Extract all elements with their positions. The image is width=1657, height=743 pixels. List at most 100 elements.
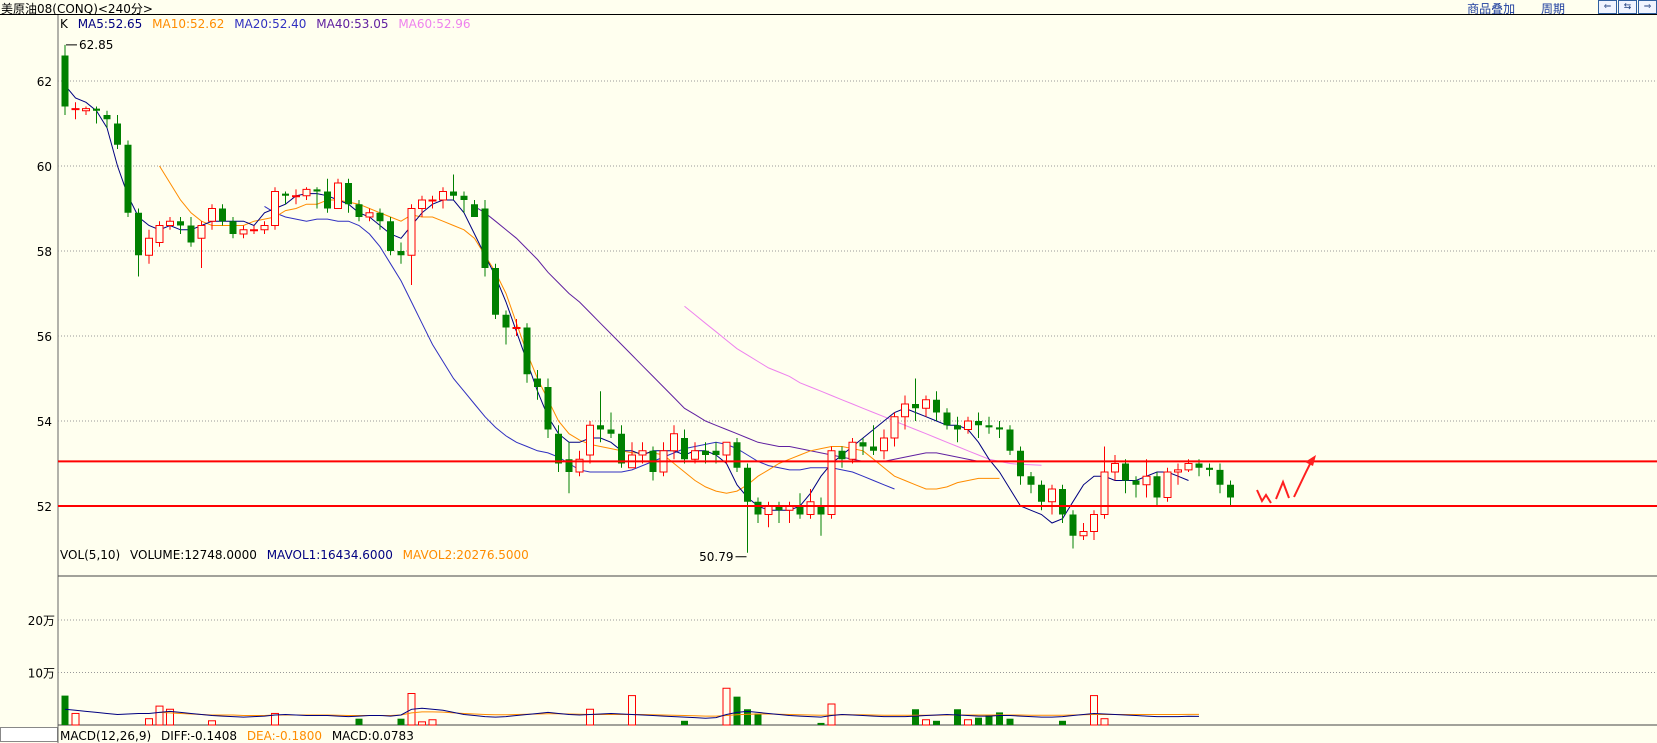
candle <box>523 323 531 383</box>
max-price-label: 62.85 <box>79 38 113 52</box>
candle <box>943 408 951 430</box>
candle-body <box>407 208 416 256</box>
candle-body <box>460 195 468 200</box>
candle <box>376 208 384 230</box>
macd-legend: MACD(12,26,9) DIFF:-0.1408 DEA:-0.1800 M… <box>60 729 420 743</box>
candle <box>208 204 216 230</box>
candle <box>775 501 783 523</box>
candle <box>975 412 982 438</box>
min-price-label: 50.79 <box>699 550 733 564</box>
volume-bar <box>61 695 69 725</box>
candle-body <box>439 191 447 201</box>
candle-body <box>975 421 982 426</box>
kline-label: K <box>60 17 68 31</box>
candle-body <box>166 220 174 226</box>
candle-body <box>208 208 216 222</box>
instrument-title: 美原油08(CONQ)<240分> <box>1 2 153 16</box>
volume-bar <box>754 713 762 725</box>
candle-body <box>239 229 248 235</box>
arrow-up-2 <box>1293 459 1313 498</box>
candle <box>670 425 678 460</box>
candle <box>1090 510 1098 540</box>
candle-body <box>922 399 930 409</box>
candle-body <box>1038 484 1045 502</box>
overlay-commodity-link[interactable]: 商品叠加 <box>1467 2 1516 16</box>
zoom-icon[interactable]: ⇆ <box>1618 0 1637 14</box>
volume-bar <box>985 714 993 725</box>
ma40-line <box>474 205 1000 462</box>
candle-body <box>1048 488 1056 503</box>
candle-body <box>376 212 384 222</box>
candle <box>985 416 993 434</box>
candle-body <box>492 268 499 315</box>
candle-body <box>292 195 300 198</box>
price-tick-label: 62 <box>37 75 52 89</box>
candle-body <box>135 212 142 256</box>
volume-bar <box>397 718 405 725</box>
candle <box>880 429 888 460</box>
candle-body <box>575 458 584 473</box>
candle <box>575 450 584 477</box>
ma5-line <box>64 84 1189 524</box>
candle <box>302 187 311 200</box>
ma20-value: MA20:52.40 <box>234 17 307 31</box>
candle <box>922 395 930 417</box>
candle <box>754 497 762 523</box>
candle <box>407 204 416 285</box>
candle <box>166 217 174 230</box>
candle <box>534 370 541 400</box>
volume-bar <box>817 722 825 725</box>
volume-bar <box>922 719 930 726</box>
volume-bar <box>912 709 919 725</box>
candle-body <box>71 108 80 111</box>
candle <box>345 178 352 213</box>
volume-bar <box>954 709 961 725</box>
candle <box>135 208 142 277</box>
candle-body <box>324 191 331 209</box>
scroll-left-icon[interactable]: ⇐ <box>1598 0 1617 14</box>
candle-body <box>82 108 90 112</box>
candle-body <box>428 199 437 202</box>
candle <box>71 102 80 120</box>
title-separator <box>0 14 1657 15</box>
candle-body <box>271 191 279 226</box>
ma60-value: MA60:52.96 <box>398 17 471 31</box>
volume-bar <box>145 718 153 726</box>
candle-body <box>418 199 426 209</box>
candle-body <box>870 446 877 451</box>
candle-body <box>365 212 374 218</box>
candle <box>1174 463 1182 485</box>
period-link[interactable]: 周期 <box>1540 2 1565 16</box>
candle-body <box>1184 463 1193 471</box>
candle-body <box>555 433 562 464</box>
candle-body <box>838 450 846 460</box>
candle-body <box>1142 475 1151 486</box>
candle <box>954 416 961 443</box>
candle <box>387 217 394 256</box>
candle-body <box>103 115 111 120</box>
candle <box>512 319 521 336</box>
candle <box>733 438 741 472</box>
price-tick-label: 60 <box>37 160 52 174</box>
volume-bar <box>1100 718 1109 726</box>
candle-body <box>114 123 121 145</box>
candle <box>712 442 720 464</box>
candle-body <box>187 225 195 243</box>
candle-body <box>1174 469 1182 473</box>
candle-body <box>345 183 352 205</box>
mavol1-value: MAVOL1:16434.6000 <box>266 548 393 562</box>
candle-body <box>702 450 709 455</box>
ma10-line <box>159 165 1000 494</box>
volume-bar <box>208 720 216 726</box>
candle-body <box>302 188 311 197</box>
candle <box>324 178 331 213</box>
ma60-line <box>684 305 1042 466</box>
candle-body <box>282 193 289 196</box>
candle-body <box>712 450 720 455</box>
candle <box>681 429 688 464</box>
volume-bar <box>722 687 731 726</box>
candle-body <box>334 182 342 209</box>
candle-body <box>754 501 762 515</box>
vol-label: VOL(5,10) <box>60 548 121 562</box>
